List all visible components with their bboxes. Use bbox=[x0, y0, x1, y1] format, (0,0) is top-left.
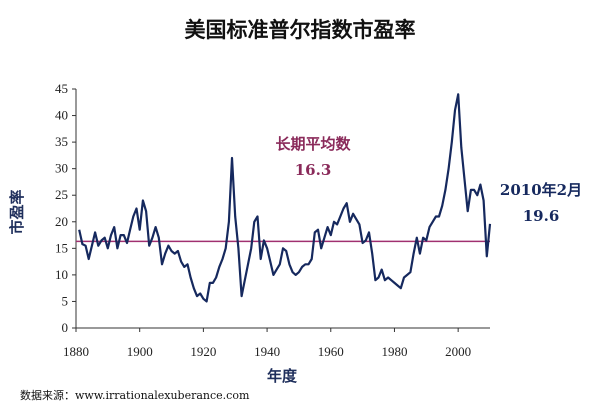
x-tick-label: 1900 bbox=[127, 344, 153, 359]
y-axis-ticks: 0 5 10 15 20 25 30 35 40 45 bbox=[55, 81, 76, 335]
y-tick-label: 5 bbox=[62, 293, 69, 308]
y-tick-label: 30 bbox=[55, 161, 68, 176]
x-tick-label: 1880 bbox=[63, 344, 89, 359]
y-tick-label: 45 bbox=[55, 81, 68, 96]
x-axis-label: 年度 bbox=[267, 367, 298, 385]
latest-annotation-date: 2010年2月 bbox=[500, 181, 582, 199]
series-line-pe-ratio bbox=[78, 93, 492, 303]
latest-annotation-value: 19.6 bbox=[523, 207, 560, 225]
y-tick-label: 10 bbox=[55, 267, 68, 282]
y-tick-label: 35 bbox=[55, 134, 68, 149]
y-tick-label: 0 bbox=[62, 320, 69, 335]
y-axis-label: 市盈率 bbox=[8, 189, 26, 234]
x-tick-label: 1940 bbox=[254, 344, 280, 359]
mean-annotation-label: 长期平均数 bbox=[275, 135, 351, 153]
chart-title: 美国标准普尔指数市盈率 bbox=[185, 17, 416, 42]
y-tick-label: 20 bbox=[55, 214, 68, 229]
mean-annotation-value: 16.3 bbox=[295, 161, 332, 179]
x-tick-label: 2000 bbox=[445, 344, 471, 359]
source-note: 数据来源：www.irrationalexuberance.com bbox=[20, 388, 250, 402]
y-tick-label: 15 bbox=[55, 240, 68, 255]
x-tick-label: 1920 bbox=[190, 344, 216, 359]
x-tick-label: 1980 bbox=[381, 344, 407, 359]
x-tick-label: 1960 bbox=[318, 344, 344, 359]
y-tick-label: 25 bbox=[55, 187, 68, 202]
x-axis-ticks: 1880 1900 1920 1940 1960 1980 2000 bbox=[63, 328, 471, 359]
y-tick-label: 40 bbox=[55, 108, 68, 123]
